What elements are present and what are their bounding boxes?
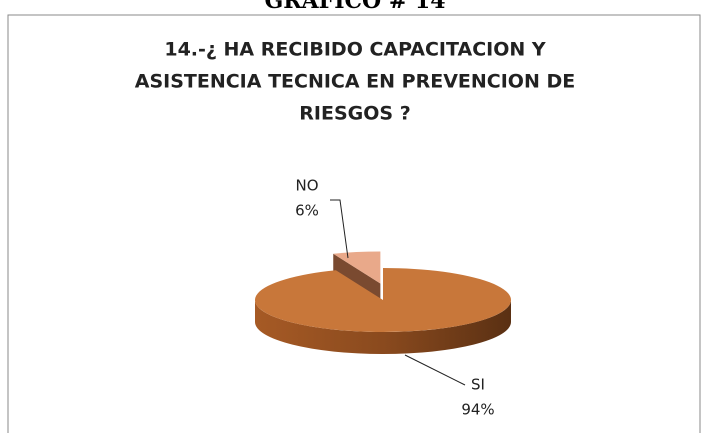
leader-line: [404, 354, 466, 386]
pie-slice: [255, 268, 512, 332]
pie-side: [255, 300, 511, 354]
chart-frame: [7, 14, 701, 433]
pie-slice: [333, 251, 381, 284]
value-label: 6%: [295, 202, 319, 220]
chart-title: 14.-¿ HA RECIBIDO CAPACITACION Y: [164, 39, 546, 61]
category-label: SI: [471, 376, 485, 394]
leader-line: [330, 199, 349, 259]
value-label: 94%: [461, 401, 494, 419]
chart-title: RIESGOS ?: [299, 103, 410, 125]
chart-title: ASISTENCIA TECNICA EN PREVENCION DE: [135, 71, 575, 93]
category-label: NO: [295, 177, 318, 195]
header: GRAFICO # 14: [264, 0, 445, 14]
